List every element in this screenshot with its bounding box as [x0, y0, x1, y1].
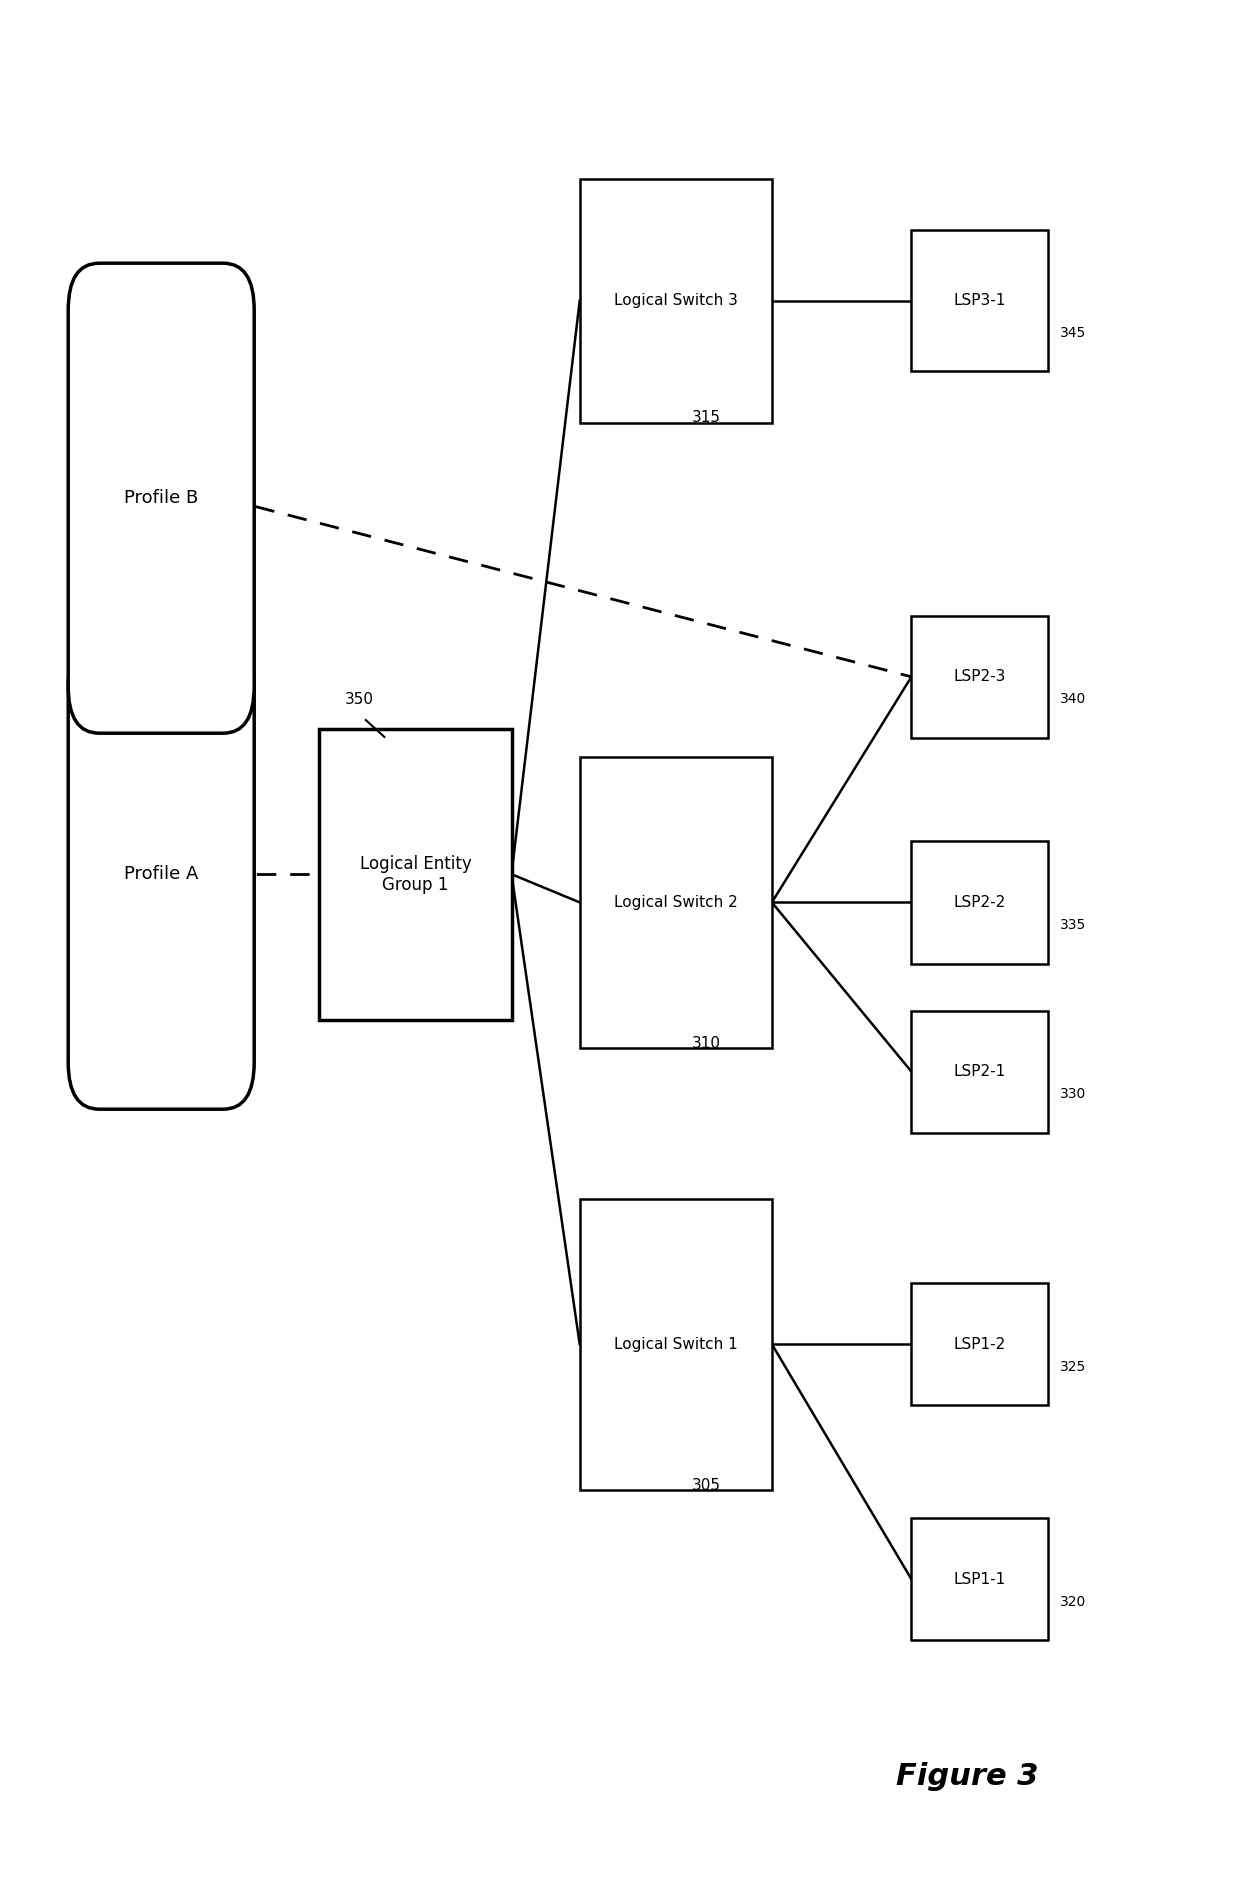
- FancyBboxPatch shape: [580, 1199, 771, 1489]
- Text: 335: 335: [1060, 917, 1086, 932]
- Text: Profile B: Profile B: [124, 489, 198, 508]
- Text: Figure 3: Figure 3: [897, 1762, 1038, 1792]
- Text: 325: 325: [1060, 1359, 1086, 1374]
- FancyBboxPatch shape: [580, 179, 771, 423]
- Text: Logical Switch 3: Logical Switch 3: [614, 293, 738, 308]
- Text: LSP2-1: LSP2-1: [954, 1064, 1006, 1079]
- FancyBboxPatch shape: [911, 1011, 1048, 1132]
- Text: LSP1-1: LSP1-1: [954, 1572, 1006, 1587]
- FancyBboxPatch shape: [68, 263, 254, 733]
- Text: Logical Switch 2: Logical Switch 2: [614, 895, 738, 910]
- Text: LSP2-3: LSP2-3: [954, 669, 1006, 684]
- Text: LSP3-1: LSP3-1: [954, 293, 1006, 308]
- Text: LSP1-2: LSP1-2: [954, 1337, 1006, 1352]
- Text: 345: 345: [1060, 325, 1086, 340]
- FancyBboxPatch shape: [911, 231, 1048, 372]
- FancyBboxPatch shape: [68, 639, 254, 1109]
- Text: 320: 320: [1060, 1594, 1086, 1609]
- Text: 305: 305: [692, 1478, 720, 1493]
- Text: LSP2-2: LSP2-2: [954, 895, 1006, 910]
- FancyBboxPatch shape: [911, 1519, 1048, 1639]
- FancyBboxPatch shape: [911, 842, 1048, 963]
- Text: 350: 350: [345, 692, 373, 707]
- Text: Logical Switch 1: Logical Switch 1: [614, 1337, 738, 1352]
- Text: 315: 315: [692, 410, 720, 425]
- Text: 310: 310: [692, 1036, 720, 1051]
- FancyBboxPatch shape: [911, 1284, 1048, 1406]
- FancyBboxPatch shape: [320, 728, 511, 1019]
- Text: 330: 330: [1060, 1087, 1086, 1102]
- Text: 340: 340: [1060, 692, 1086, 707]
- FancyBboxPatch shape: [580, 756, 771, 1049]
- Text: Profile A: Profile A: [124, 865, 198, 884]
- FancyBboxPatch shape: [911, 617, 1048, 739]
- Text: Logical Entity
Group 1: Logical Entity Group 1: [360, 855, 471, 893]
